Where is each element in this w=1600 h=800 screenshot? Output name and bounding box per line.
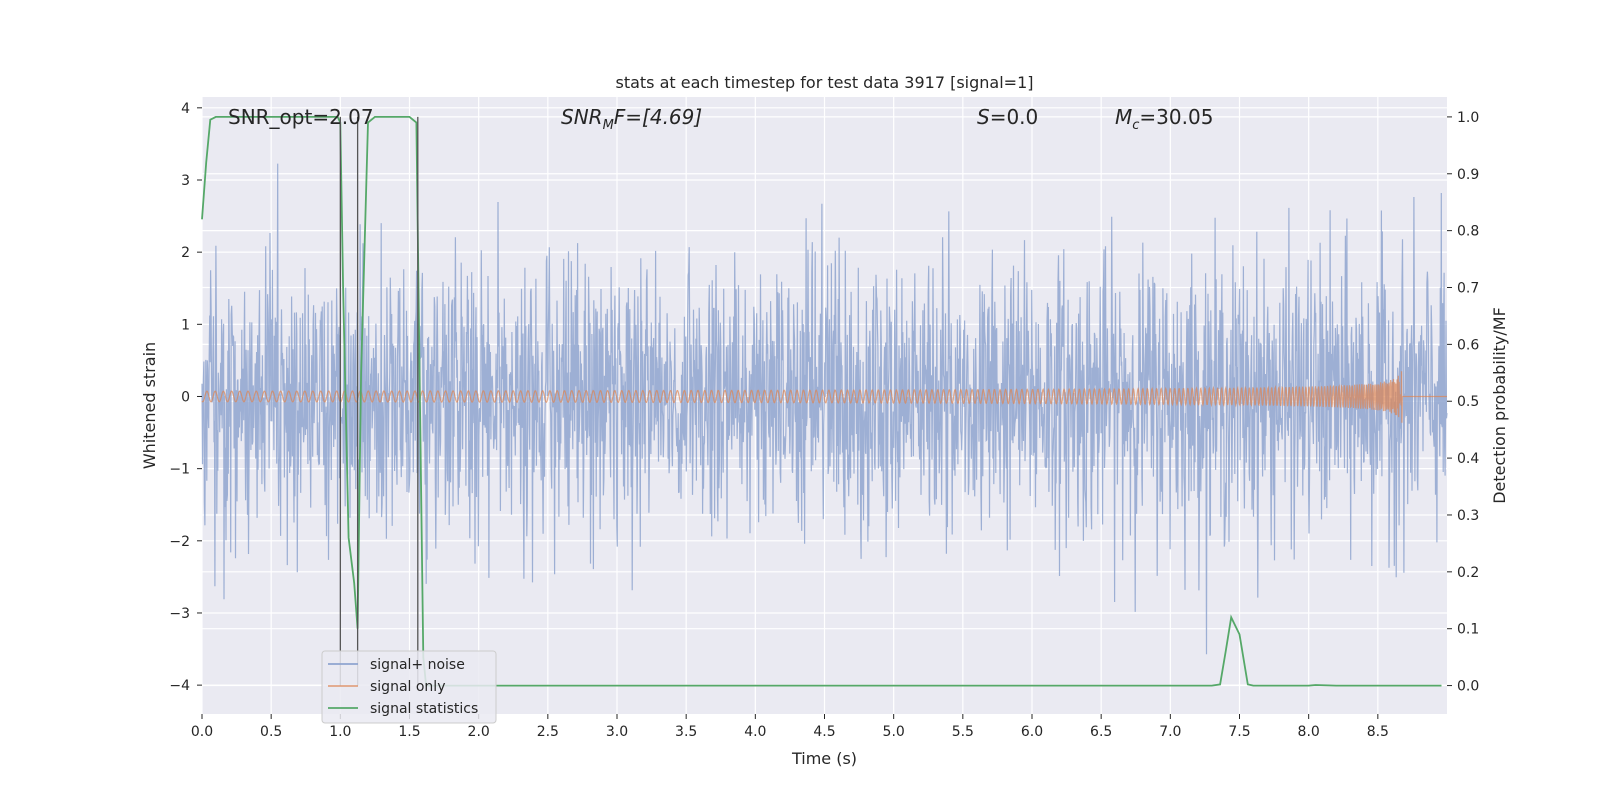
x-tick-label: 0.0 <box>191 724 213 740</box>
series-signal-noise <box>201 163 1448 655</box>
legend-label-signal-only: signal only <box>370 679 445 695</box>
y-right-tick-label: 1.0 <box>1457 110 1479 126</box>
y-axis-right-label: Detection probability/MF <box>1490 307 1509 504</box>
left-axis-ticks: 4 3 2 1 0 −1 −2 −3 −4 <box>169 101 202 694</box>
x-tick-label: 5.5 <box>952 724 974 740</box>
legend-label-signal-statistics: signal statistics <box>370 701 478 717</box>
annotation-snr-mf: SNRMF=[4.69] <box>561 105 702 133</box>
x-tick-label: 1.0 <box>329 724 351 740</box>
y-right-tick-label: 0.1 <box>1457 622 1479 638</box>
y-tick-label: 2 <box>181 245 190 261</box>
chart-title: stats at each timestep for test data 391… <box>615 73 1033 92</box>
y-right-tick-label: 0.9 <box>1457 167 1479 183</box>
x-tick-label: 6.0 <box>1021 724 1043 740</box>
x-tick-label: 3.5 <box>675 724 697 740</box>
right-axis-ticks: 1.0 0.9 0.8 0.7 0.6 0.5 0.4 0.3 0.2 0.1 0.0 <box>1447 110 1479 695</box>
y-right-tick-label: 0.7 <box>1457 281 1479 297</box>
y-right-tick-label: 0.5 <box>1457 394 1479 410</box>
annotation-mc-symbol: M <box>1115 105 1132 129</box>
y-tick-label: −1 <box>169 462 190 478</box>
annotation-snr-opt: SNR_opt=2.07 <box>228 105 374 129</box>
y-tick-label: −2 <box>169 534 190 550</box>
annotation-snr-mf-main: SNR <box>561 105 603 129</box>
x-tick-label: 5.0 <box>883 724 905 740</box>
y-axis-label: Whitened strain <box>140 342 159 469</box>
x-axis-label: Time (s) <box>791 749 857 768</box>
y-tick-label: −4 <box>169 678 190 694</box>
x-tick-label: 1.5 <box>398 724 420 740</box>
annotation-s-symbol: S <box>977 105 990 129</box>
x-tick-label: 8.0 <box>1298 724 1320 740</box>
y-right-tick-label: 0.8 <box>1457 224 1479 240</box>
y-right-tick-label: 0.6 <box>1457 337 1479 353</box>
legend-frame <box>321 650 497 724</box>
y-tick-label: 4 <box>181 101 190 117</box>
x-tick-label: 3.0 <box>606 724 628 740</box>
vertical-markers <box>339 116 419 686</box>
x-tick-label: 7.5 <box>1228 724 1250 740</box>
y-tick-label: 0 <box>181 389 190 405</box>
annotation-mc-value: =30.05 <box>1139 105 1213 129</box>
y-right-tick-label: 0.3 <box>1457 508 1479 524</box>
x-tick-label: 4.5 <box>813 724 835 740</box>
y-tick-label: −3 <box>169 606 190 622</box>
y-right-tick-label: 0.2 <box>1457 565 1479 581</box>
series-signal-only <box>201 371 1447 423</box>
y-tick-label: 3 <box>181 173 190 189</box>
legend-label-signal-noise: signal+ noise <box>370 657 465 673</box>
annotation-mc-subscript: c <box>1132 118 1139 133</box>
x-tick-label: 2.0 <box>468 724 490 740</box>
y-right-tick-label: 0.0 <box>1457 679 1479 695</box>
annotation-s: S=0.0 <box>977 105 1038 129</box>
x-tick-label: 6.5 <box>1090 724 1112 740</box>
annotation-snr-mf-subscript: M <box>603 118 614 133</box>
x-tick-label: 2.5 <box>537 724 559 740</box>
x-axis-ticks: 0.0 0.5 1.0 1.5 2.0 2.5 3.0 3.5 4.0 4.5 5.0 5.5 6.0 6… <box>191 714 1389 740</box>
y-tick-label: 1 <box>181 317 190 333</box>
annotation-snr-mf-value: F=[4.69] <box>614 105 702 129</box>
annotation-s-value: =0.0 <box>990 105 1039 129</box>
annotation-mc: Mc=30.05 <box>1115 105 1213 133</box>
legend: signal+ noise signal only signal statist… <box>321 650 497 724</box>
x-tick-label: 4.0 <box>744 724 766 740</box>
x-tick-label: 8.5 <box>1367 724 1389 740</box>
y-right-tick-label: 0.4 <box>1457 451 1479 467</box>
x-tick-label: 0.5 <box>260 724 282 740</box>
x-tick-label: 7.0 <box>1159 724 1181 740</box>
